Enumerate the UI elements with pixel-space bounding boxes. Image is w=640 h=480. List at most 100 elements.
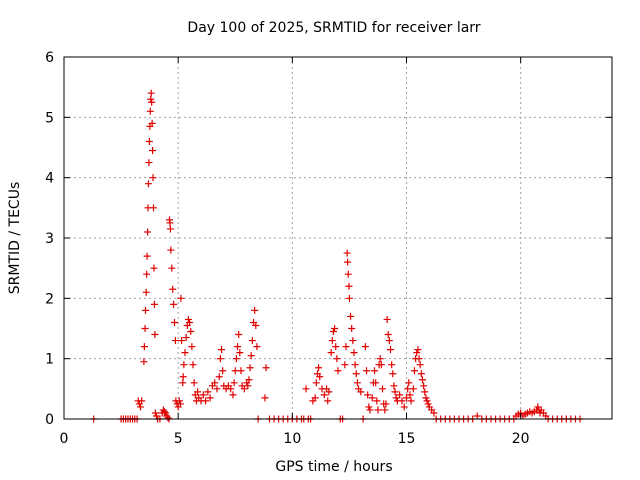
data-point <box>234 343 242 351</box>
data-point <box>324 397 332 405</box>
data-point <box>387 346 395 354</box>
chart-title: Day 100 of 2025, SRMTID for receiver lar… <box>187 20 480 36</box>
data-point <box>345 294 353 302</box>
data-point <box>415 355 423 363</box>
data-point <box>388 361 396 369</box>
data-point <box>373 397 381 405</box>
data-point <box>166 225 174 233</box>
data-point <box>351 361 359 369</box>
data-point <box>315 364 323 372</box>
data-point <box>149 147 157 155</box>
data-point <box>194 388 202 396</box>
data-point <box>164 414 172 422</box>
data-point <box>381 406 389 414</box>
data-point <box>328 337 336 345</box>
data-point <box>368 394 376 402</box>
data-point <box>143 252 151 260</box>
data-point <box>229 391 237 399</box>
data-point <box>232 355 240 363</box>
data-point <box>142 288 150 296</box>
data-point <box>147 95 155 103</box>
data-point <box>145 137 153 145</box>
data-point <box>143 270 151 278</box>
data-point <box>349 337 357 345</box>
data-point <box>363 367 371 375</box>
data-point <box>177 294 185 302</box>
data-point <box>248 337 256 345</box>
data-point <box>190 379 198 387</box>
data-point <box>347 312 355 320</box>
x-tick-label: 15 <box>398 431 416 447</box>
data-point <box>244 382 252 390</box>
data-point <box>343 249 351 257</box>
data-point <box>410 367 418 375</box>
data-point <box>344 270 352 278</box>
data-point <box>390 382 398 390</box>
data-point <box>160 408 168 416</box>
data-point <box>150 204 158 212</box>
y-tick-label: 5 <box>45 110 54 126</box>
data-point <box>325 388 333 396</box>
data-point <box>168 264 176 272</box>
data-point <box>216 355 224 363</box>
data-series <box>90 89 584 423</box>
data-point <box>473 412 481 420</box>
data-point <box>352 370 360 378</box>
data-point <box>184 315 192 323</box>
data-point <box>332 343 340 351</box>
data-point <box>146 107 154 115</box>
grid <box>64 57 612 419</box>
data-point <box>204 388 212 396</box>
data-point <box>342 343 350 351</box>
x-tick-label: 5 <box>174 431 183 447</box>
data-point <box>178 337 186 345</box>
data-point <box>424 400 432 408</box>
data-point <box>148 119 156 127</box>
data-point <box>384 331 392 339</box>
data-point <box>366 406 374 414</box>
data-point <box>413 349 421 357</box>
data-point <box>391 388 399 396</box>
data-point <box>230 379 238 387</box>
data-point <box>333 355 341 363</box>
data-point <box>302 385 310 393</box>
y-tick-label: 4 <box>45 171 54 187</box>
data-point <box>422 394 430 402</box>
data-point <box>417 370 425 378</box>
data-point <box>181 349 189 357</box>
data-point <box>140 343 148 351</box>
data-point <box>150 264 158 272</box>
data-point <box>171 337 179 345</box>
data-point <box>534 403 542 411</box>
data-point <box>151 409 159 417</box>
data-point <box>218 346 226 354</box>
data-point <box>240 385 248 393</box>
data-point <box>211 379 219 387</box>
data-point <box>423 397 431 405</box>
x-tick-label: 10 <box>283 431 301 447</box>
data-point <box>345 282 353 290</box>
data-point <box>202 397 210 405</box>
data-point <box>348 325 356 332</box>
y-tick-label: 2 <box>45 291 54 307</box>
data-point <box>247 352 255 360</box>
data-point <box>140 358 148 366</box>
data-point <box>357 388 365 396</box>
data-point <box>262 364 270 372</box>
data-point <box>261 394 269 402</box>
data-point <box>167 246 175 254</box>
y-tick-label: 3 <box>45 231 54 247</box>
data-point <box>179 373 187 381</box>
data-point <box>430 409 438 417</box>
data-point <box>400 403 408 411</box>
data-point <box>407 397 415 405</box>
y-tick-label: 6 <box>45 50 54 66</box>
x-tick-label: 0 <box>60 431 69 447</box>
data-point <box>176 400 184 408</box>
data-point <box>398 397 406 405</box>
data-point <box>312 379 320 387</box>
data-point <box>141 325 149 332</box>
data-point <box>372 379 380 387</box>
data-point <box>371 367 379 375</box>
data-point <box>376 355 384 363</box>
